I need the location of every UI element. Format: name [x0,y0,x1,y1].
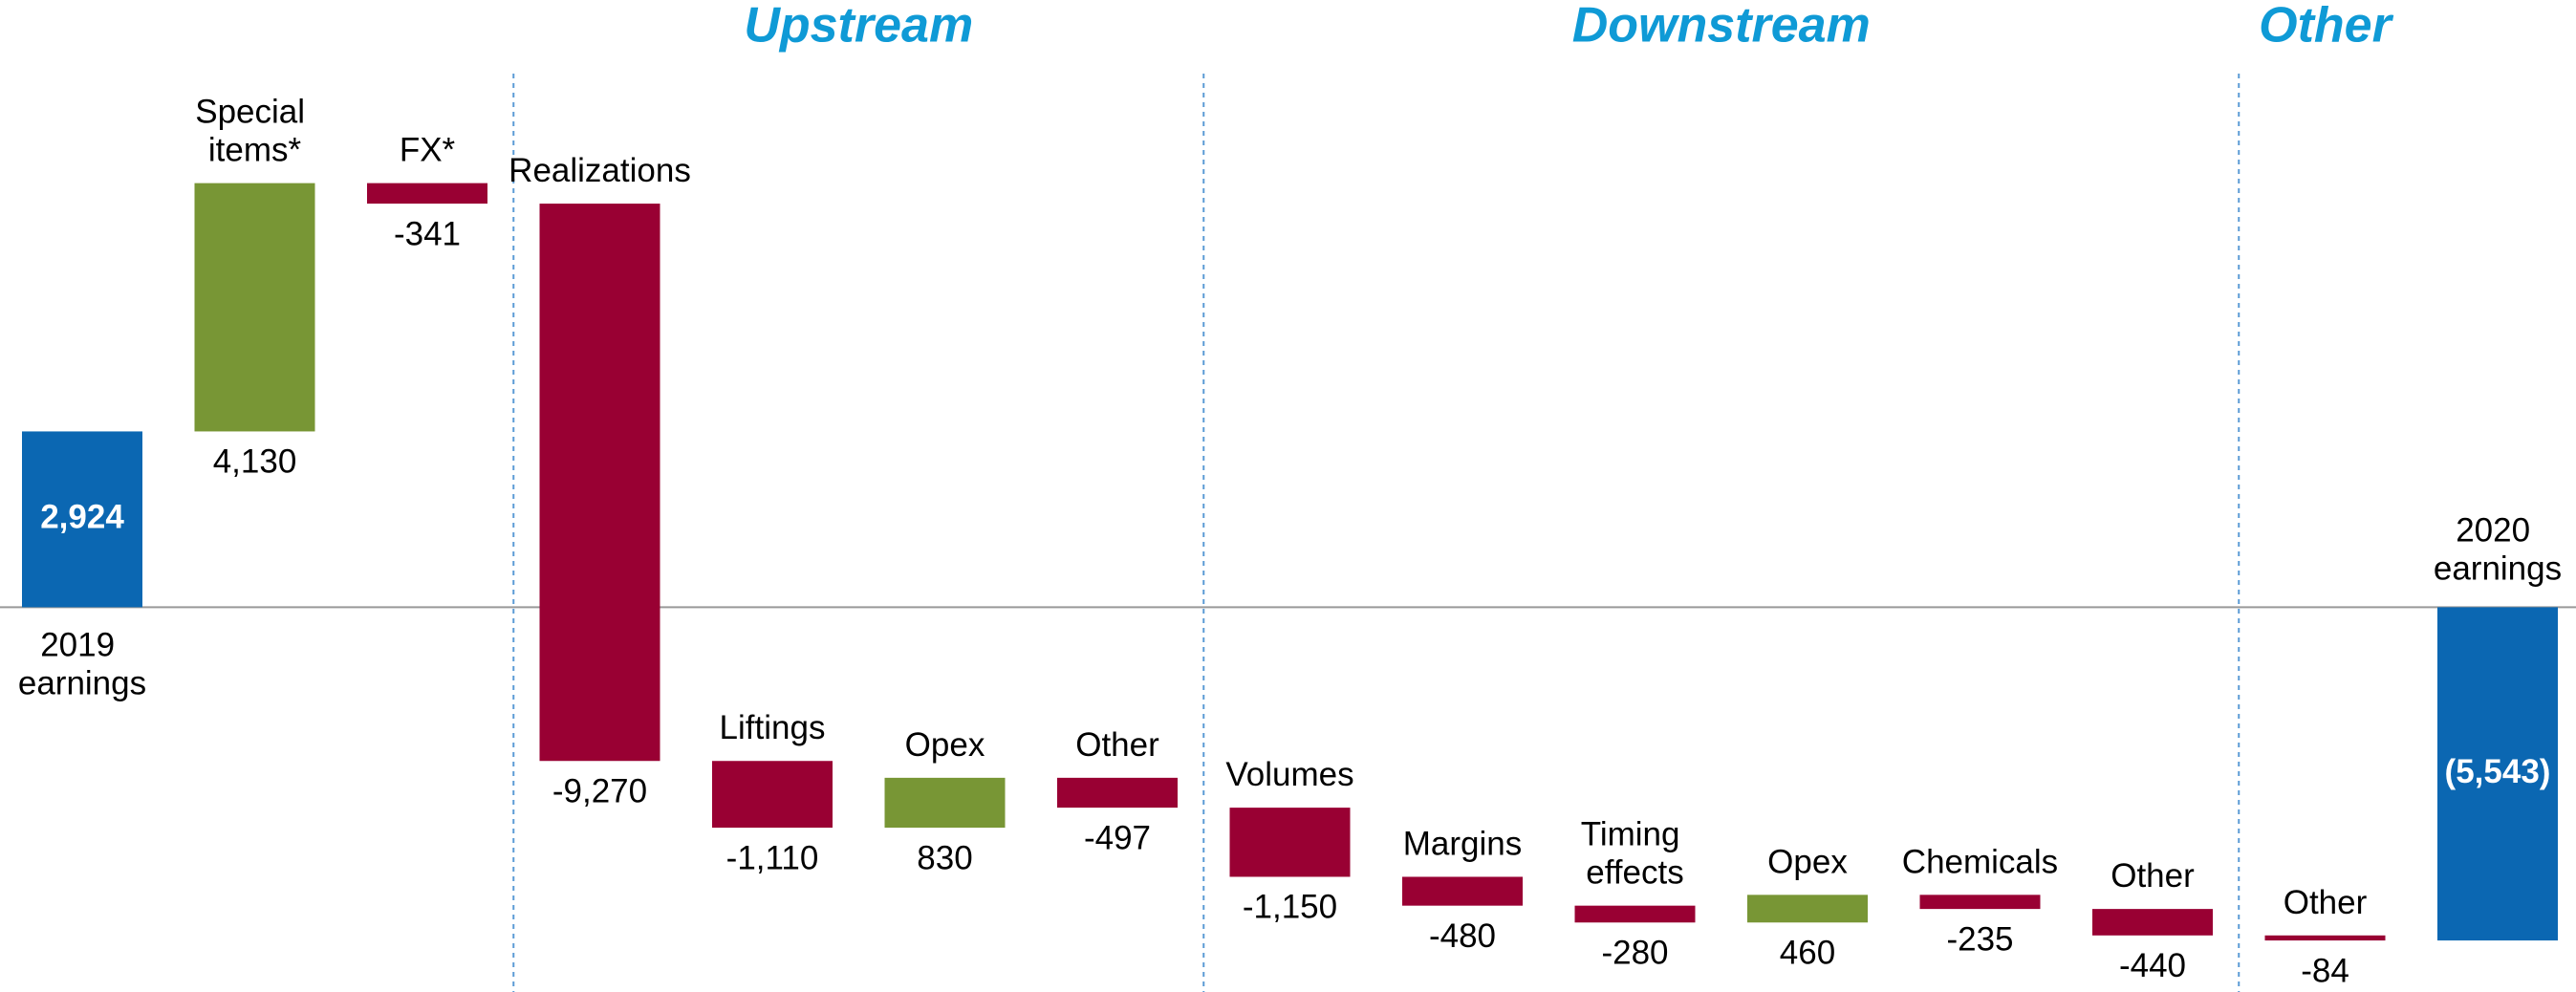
group-title: Upstream [744,0,973,54]
bar [1747,895,1868,923]
value-label: 460 [1780,935,1835,972]
bar [2437,607,2558,941]
group-title: Other [2259,0,2393,54]
value-label: 830 [917,839,972,876]
bar [367,183,487,205]
category-label: Opex [1767,844,1848,881]
value-label: (5,543) [2445,753,2551,790]
category-label: Timing effects [1581,816,1689,892]
category-label: Liftings [720,709,826,746]
group-title: Downstream [1572,0,1871,54]
bar [1402,876,1523,906]
value-label: -1,110 [726,839,819,876]
value-label: -1,150 [1243,889,1337,926]
value-label: -235 [1946,920,2013,958]
category-label: Chemicals [1902,844,2058,881]
category-label: Opex [905,726,985,764]
category-label: Realizations [509,152,691,189]
value-label: -341 [394,215,461,252]
bar [1057,777,1178,809]
bar [712,761,833,829]
bar [1229,808,1351,877]
category-label: Special items* [195,94,314,169]
bar [884,777,1006,829]
category-label: FX* [400,132,456,169]
bar [1919,895,2041,910]
value-label: -480 [1429,917,1496,955]
category-label: Other [1075,726,1159,764]
bar [539,204,660,762]
bar [2092,909,2213,936]
value-label: 4,130 [213,443,297,481]
category-label: 2020 earnings [2434,512,2562,588]
category-label: 2019 earnings [18,627,146,702]
category-label: Volumes [1225,756,1353,793]
value-label: 2,924 [40,499,124,536]
category-label: Other [2284,884,2368,921]
value-label: -84 [2301,952,2349,989]
bar [194,183,315,432]
value-label: -440 [2119,947,2186,984]
bar [1574,905,1696,923]
category-label: Margins [1403,826,1522,863]
value-label: -9,270 [552,772,647,809]
category-label: Other [2111,857,2195,895]
bar [22,431,142,608]
value-label: -280 [1601,935,1668,972]
value-label: -497 [1084,819,1151,856]
bar [2264,935,2386,941]
